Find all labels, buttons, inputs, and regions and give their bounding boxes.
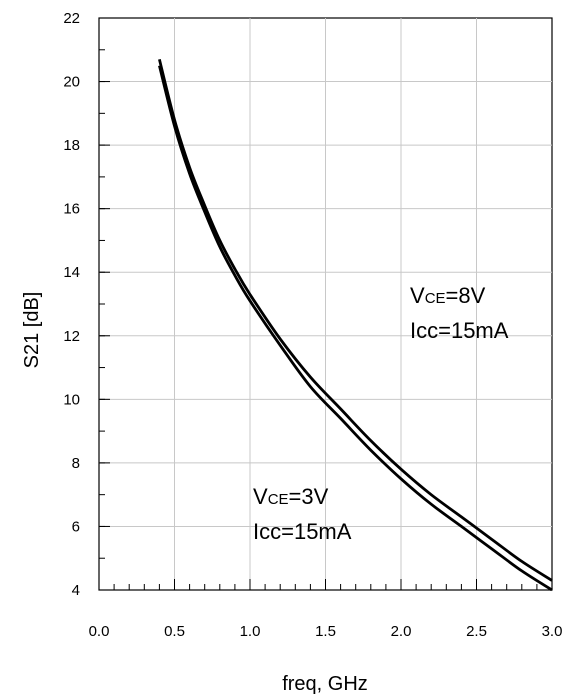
y-axis-title: S21 [dB] bbox=[21, 292, 43, 369]
x-tick-label: 3.0 bbox=[542, 623, 563, 640]
y-tick-label: 4 bbox=[72, 582, 80, 599]
y-tick-label: 10 bbox=[63, 391, 80, 408]
annotation-vce3-line2: Icc=15mA bbox=[253, 519, 352, 544]
y-tick-label: 18 bbox=[63, 137, 80, 154]
x-tick-label: 0.5 bbox=[164, 623, 185, 640]
minor-ticks bbox=[98, 17, 553, 591]
y-tick-label: 16 bbox=[63, 201, 80, 218]
x-tick-label: 2.0 bbox=[391, 623, 412, 640]
x-tick-label: 1.0 bbox=[240, 623, 261, 640]
x-tick-label: 0.0 bbox=[89, 623, 110, 640]
x-tick-labels: 0.0 0.5 1.0 1.5 2.0 2.5 3.0 bbox=[89, 623, 563, 640]
y-tick-label: 6 bbox=[72, 518, 80, 535]
y-tick-label: 14 bbox=[63, 264, 80, 281]
x-tick-label: 2.5 bbox=[466, 623, 487, 640]
annotation-vce3-line1: VCE=3V bbox=[253, 484, 329, 509]
annotation-vce8-line1: VCE=8V bbox=[410, 283, 486, 308]
y-tick-label: 8 bbox=[72, 455, 80, 472]
annotation-vce3: VCE=3V Icc=15mA bbox=[253, 484, 352, 544]
y-tick-label: 22 bbox=[63, 10, 80, 27]
series-line-1 bbox=[158, 58, 553, 582]
x-tick-label: 1.5 bbox=[315, 623, 336, 640]
y-tick-labels: 4 6 8 10 12 14 16 18 20 22 bbox=[63, 10, 80, 599]
y-tick-label: 12 bbox=[63, 328, 80, 345]
x-axis-title: freq, GHz bbox=[282, 673, 368, 695]
y-tick-label: 20 bbox=[63, 74, 80, 91]
annotation-vce8-line2: Icc=15mA bbox=[410, 318, 509, 343]
series-layer bbox=[158, 58, 553, 592]
annotation-vce8: VCE=8V Icc=15mA bbox=[410, 283, 509, 343]
series-line-2 bbox=[158, 65, 553, 592]
